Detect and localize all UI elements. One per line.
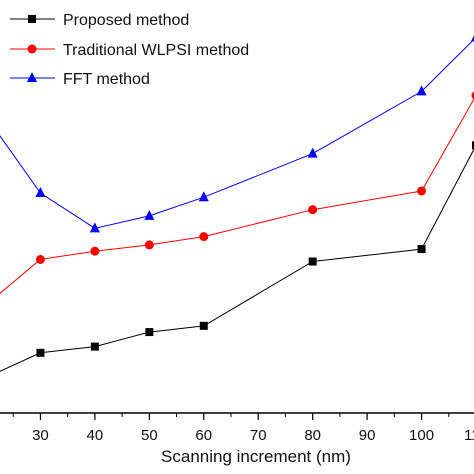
x-axis-title: Scanning increment (nm) [161, 447, 351, 466]
data-point-proposed-method [36, 348, 45, 357]
series-line-fft-method [0, 38, 474, 229]
legend-item-proposed: Proposed method [10, 12, 189, 29]
data-point-proposed-method [145, 328, 154, 337]
data-point-traditional-wlpsi-method [90, 246, 100, 256]
legend-label-fft: FFT method [63, 71, 150, 88]
x-tick-label-70: 70 [250, 427, 267, 444]
series-line-traditional-wlpsi-method [0, 98, 474, 294]
x-tick-label-50: 50 [141, 427, 158, 444]
series-line-proposed-method [0, 148, 474, 372]
x-ticks [12, 413, 450, 420]
data-point-traditional-wlpsi-method [144, 240, 154, 250]
x-tick-labels: 2030405060708090100110 [32, 427, 474, 444]
data-point-traditional-wlpsi-method [417, 186, 427, 196]
legend-item-fft: FFT method [10, 71, 150, 88]
legend-label-proposed: Proposed method [63, 12, 189, 29]
data-point-proposed-method [472, 141, 474, 150]
legend-marker-square [28, 15, 36, 23]
data-point-proposed-method [308, 257, 317, 266]
data-point-proposed-method [199, 321, 208, 330]
data-point-traditional-wlpsi-method [471, 91, 474, 100]
x-tick-label-90: 90 [359, 427, 376, 444]
data-point-traditional-wlpsi-method [308, 205, 318, 215]
data-point-fft-method [416, 85, 427, 96]
x-tick-label-80: 80 [304, 427, 321, 444]
data-point-traditional-wlpsi-method [199, 232, 209, 242]
x-tick-label-40: 40 [87, 427, 104, 444]
plot-area: 2030405060708090100110 [0, 35, 474, 444]
data-point-fft-method [198, 191, 209, 202]
legend-marker-triangle [27, 72, 37, 82]
data-point-fft-method [471, 35, 474, 42]
data-point-proposed-method [417, 245, 426, 254]
legend-marker-circle [27, 44, 37, 54]
x-tick-label-30: 30 [32, 427, 49, 444]
legend: Proposed method Traditional WLPSI method… [10, 12, 249, 88]
data-point-fft-method [89, 222, 100, 233]
data-point-traditional-wlpsi-method [35, 254, 45, 264]
series-layer [0, 35, 474, 372]
x-tick-label-110: 110 [464, 427, 474, 444]
x-tick-label-60: 60 [195, 427, 212, 444]
data-point-fft-method [144, 209, 155, 220]
legend-label-traditional: Traditional WLPSI method [63, 42, 249, 59]
data-point-proposed-method [90, 342, 99, 351]
data-point-fft-method [307, 147, 318, 158]
data-point-fft-method [35, 187, 46, 198]
legend-item-traditional: Traditional WLPSI method [10, 42, 249, 59]
x-tick-label-100: 100 [409, 427, 434, 444]
